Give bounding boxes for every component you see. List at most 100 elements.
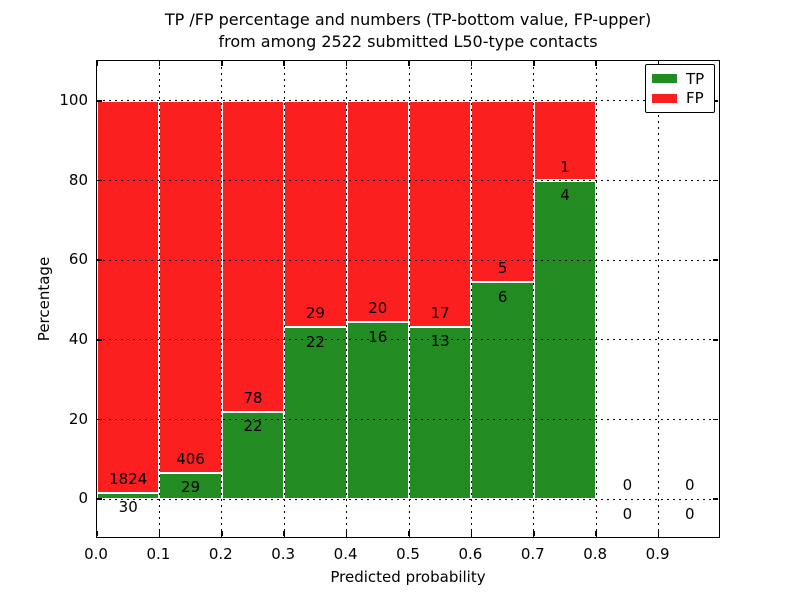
fp-count-label: 5 (497, 258, 508, 277)
tp-color-swatch (652, 74, 677, 84)
y-tick-label: 60 (68, 250, 88, 269)
x-tick-label: 0.8 (583, 545, 608, 563)
gridline-vertical (595, 61, 597, 539)
x-tick-label: 0.4 (333, 545, 358, 563)
bar-tp-segment (409, 326, 472, 500)
fp-count-label: 29 (305, 304, 325, 323)
y-tick-mark (97, 179, 102, 182)
tp-count-label: 6 (497, 287, 508, 306)
x-tick-mark (221, 531, 223, 536)
fp-count-label: 1 (560, 157, 570, 176)
legend-label-tp: TP (686, 69, 705, 88)
y-tick-mark (97, 498, 102, 500)
y-tick-mark (97, 259, 102, 261)
tp-count-label: 16 (368, 327, 388, 346)
tp-count-label: 0 (685, 504, 695, 523)
y-tick-mark (713, 179, 718, 182)
x-tick-mark (595, 531, 597, 536)
x-tick-label: 0.1 (146, 545, 171, 563)
x-tick-mark (595, 61, 597, 66)
tp-count-label: 4 (560, 186, 570, 205)
y-tick-mark (713, 498, 718, 500)
gridline-vertical (346, 61, 348, 539)
y-tick-label: 100 (59, 90, 88, 109)
bar-fp-segment (346, 100, 409, 323)
fp-count-label: 78 (243, 388, 263, 407)
bar-fp-segment (159, 100, 222, 473)
x-tick-mark (345, 531, 348, 536)
legend: TP FP (645, 64, 715, 113)
y-tick-mark (713, 418, 718, 421)
tp-count-label: 22 (305, 333, 325, 352)
y-tick-mark (713, 339, 718, 341)
y-tick-mark (97, 100, 102, 102)
legend-item-tp: TP (652, 71, 708, 87)
gridline-vertical (158, 61, 160, 539)
y-tick-label: 40 (68, 329, 88, 348)
x-tick-mark (533, 531, 535, 536)
x-tick-mark (470, 61, 473, 66)
tp-count-label: 30 (118, 498, 138, 517)
bar-fp-segment (284, 100, 347, 328)
bar-tp-segment (221, 411, 285, 500)
bar-tp-segment (346, 322, 409, 500)
tp-count-label: 29 (181, 478, 201, 497)
y-axis-label: Percentage (35, 256, 53, 342)
x-tick-mark (470, 531, 473, 536)
fp-count-label: 17 (430, 303, 450, 322)
x-tick-mark (283, 531, 285, 536)
x-tick-mark (283, 61, 285, 66)
bar-fp-segment (409, 100, 472, 327)
fp-count-label: 0 (622, 476, 633, 495)
x-tick-mark (408, 531, 410, 536)
bar-fp-segment (97, 100, 160, 493)
gridline-vertical (408, 61, 410, 539)
bar-tp-segment (284, 327, 347, 500)
x-tick-mark (657, 61, 660, 66)
y-tick-mark (713, 259, 718, 261)
fp-count-label: 406 (176, 449, 205, 468)
x-tick-label: 0.2 (208, 545, 233, 563)
x-tick-mark (533, 61, 535, 66)
x-tick-label: 0.9 (645, 545, 670, 563)
gridline-vertical (283, 61, 285, 539)
x-axis-label: Predicted probability (330, 568, 486, 586)
fp-count-label: 20 (368, 299, 388, 318)
x-tick-mark (345, 61, 348, 66)
x-tick-label: 0.5 (396, 545, 420, 563)
gridline-vertical (658, 61, 660, 539)
bar-tp-segment (97, 492, 160, 500)
x-tick-label: 0.6 (458, 545, 483, 563)
x-tick-mark (158, 531, 161, 536)
tp-count-label: 13 (430, 332, 450, 351)
x-tick-mark (96, 531, 98, 536)
y-tick-mark (97, 418, 102, 421)
y-tick-label: 20 (68, 409, 88, 428)
tp-count-label: 22 (243, 417, 263, 436)
x-tick-label: 0.3 (271, 545, 296, 563)
x-tick-mark (96, 61, 98, 66)
legend-item-fp: FP (652, 90, 708, 106)
y-tick-mark (713, 100, 718, 102)
x-tick-mark (657, 531, 660, 536)
bar-tp-segment (471, 281, 534, 500)
x-tick-mark (408, 61, 410, 66)
y-tick-label: 0 (78, 489, 88, 508)
x-tick-mark (158, 61, 161, 66)
bar-fp-segment (471, 100, 534, 282)
bar-fp-segment (221, 100, 285, 412)
fp-count-label: 1824 (109, 469, 148, 488)
fp-color-swatch (652, 93, 677, 103)
x-tick-label: 0.0 (84, 545, 108, 563)
y-tick-mark (97, 339, 102, 341)
fp-count-label: 0 (685, 476, 695, 495)
legend-label-fp: FP (686, 89, 704, 108)
tp-count-label: 0 (622, 504, 633, 523)
chart-title-line1: TP /FP percentage and numbers (TP-bottom… (164, 10, 652, 29)
gridline-vertical (470, 61, 472, 539)
x-tick-label: 0.7 (520, 545, 545, 563)
chart-title-line2: from among 2522 submitted L50-type conta… (218, 32, 598, 51)
y-tick-label: 80 (68, 170, 88, 189)
gridline-vertical (221, 61, 223, 539)
